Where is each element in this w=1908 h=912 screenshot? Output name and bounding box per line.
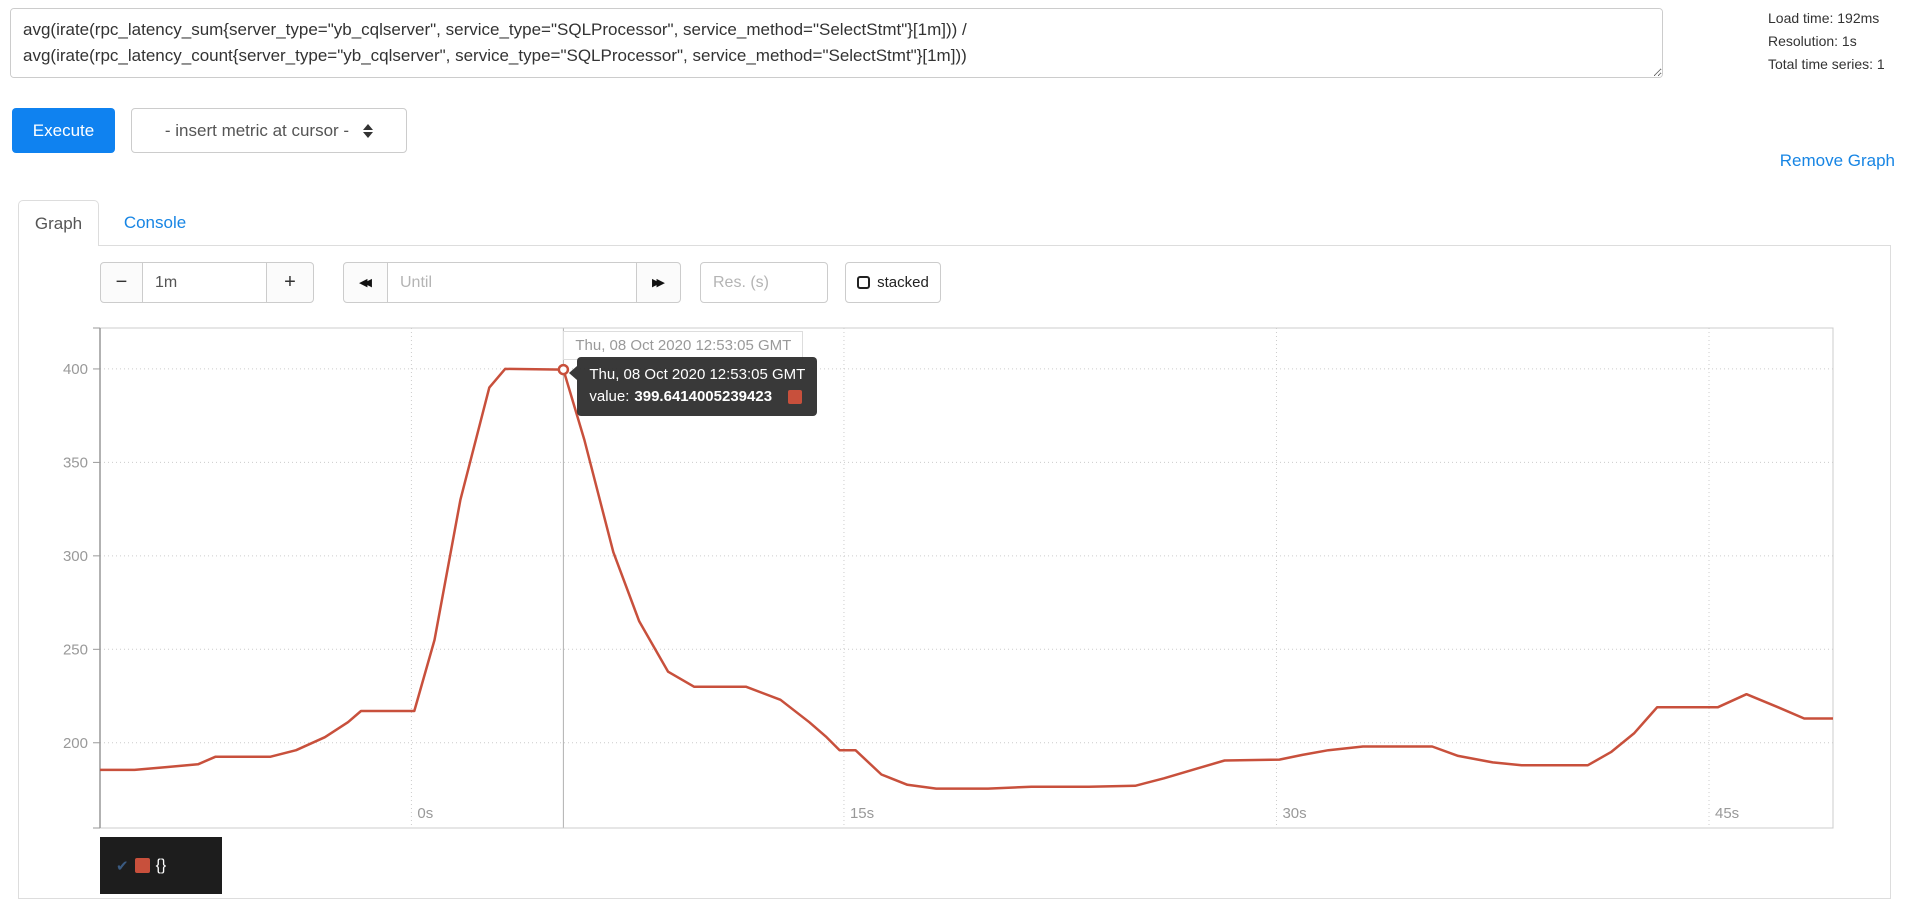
resolution: Resolution: 1s: [1768, 33, 1857, 49]
hover-point-dot: [557, 363, 570, 376]
x-tick-label: 30s: [1282, 805, 1306, 822]
range-increase-button[interactable]: +: [266, 262, 314, 303]
stacked-checkbox-icon: [857, 276, 871, 289]
range-input[interactable]: [142, 262, 267, 303]
range-control-group: − +: [100, 262, 314, 303]
fast-forward-icon: ▶▶: [652, 277, 665, 289]
query-expression-input[interactable]: avg(irate(rpc_latency_sum{server_type="y…: [10, 8, 1663, 78]
hover-date-label: Thu, 08 Oct 2020 12:53:05 GMT: [563, 331, 804, 360]
until-input[interactable]: [387, 262, 637, 303]
tooltip-value: 399.6414005239423: [634, 388, 773, 406]
shift-back-button[interactable]: ◀◀: [343, 262, 388, 303]
y-tick-label: 300: [63, 548, 88, 565]
series-tooltip: Thu, 08 Oct 2020 12:53:05 GMT value: 399…: [569, 356, 818, 416]
remove-graph-link[interactable]: Remove Graph: [1779, 151, 1895, 170]
y-tick-label: 400: [63, 361, 88, 378]
range-decrease-button[interactable]: −: [100, 262, 143, 303]
plot-border: [99, 327, 1834, 829]
series-color-swatch-icon: [134, 858, 150, 873]
tooltip-series-swatch-icon: [788, 390, 803, 405]
stacked-toggle-button[interactable]: stacked: [845, 262, 941, 303]
resolution-input[interactable]: [700, 262, 828, 303]
updown-arrows-icon: [363, 123, 374, 138]
insert-metric-dropdown-value: - insert metric at cursor -: [164, 120, 350, 140]
y-tick-label: 350: [63, 454, 88, 471]
rewind-icon: ◀◀: [359, 277, 372, 289]
x-tick-label: 15s: [850, 805, 874, 822]
series-line: [100, 367, 1833, 790]
tab-console[interactable]: Console: [123, 213, 187, 232]
execute-button[interactable]: Execute: [12, 108, 115, 153]
y-tick-label: 250: [63, 641, 88, 658]
y-tick-label: 200: [63, 735, 88, 752]
tab-graph[interactable]: Graph: [18, 200, 99, 246]
until-control-group: ◀◀ ▶▶: [343, 262, 681, 303]
tooltip-arrow: [569, 365, 578, 380]
shift-forward-button[interactable]: ▶▶: [636, 262, 681, 303]
x-tick-label: 45s: [1715, 805, 1739, 822]
latency-chart-plot[interactable]: 200 250 300 350 400 0s 15s 30s 45s: [60, 320, 1860, 836]
checkmark-icon: ✔: [116, 857, 129, 875]
graph-panel: [18, 245, 1891, 899]
tooltip-date: Thu, 08 Oct 2020 12:53:05 GMT: [589, 365, 806, 383]
insert-metric-dropdown[interactable]: - insert metric at cursor -: [131, 108, 407, 153]
tooltip-value-label: value:: [589, 388, 630, 406]
stacked-label: stacked: [877, 274, 929, 291]
legend-series-toggle[interactable]: ✔ {}: [100, 837, 222, 894]
series-label: {}: [155, 856, 167, 874]
query-stats: Load time: 192ms Resolution: 1s Total ti…: [1768, 7, 1900, 76]
total-time-series: Total time series: 1: [1768, 56, 1885, 72]
load-time: Load time: 192ms: [1768, 10, 1880, 26]
x-tick-label: 0s: [417, 805, 433, 822]
